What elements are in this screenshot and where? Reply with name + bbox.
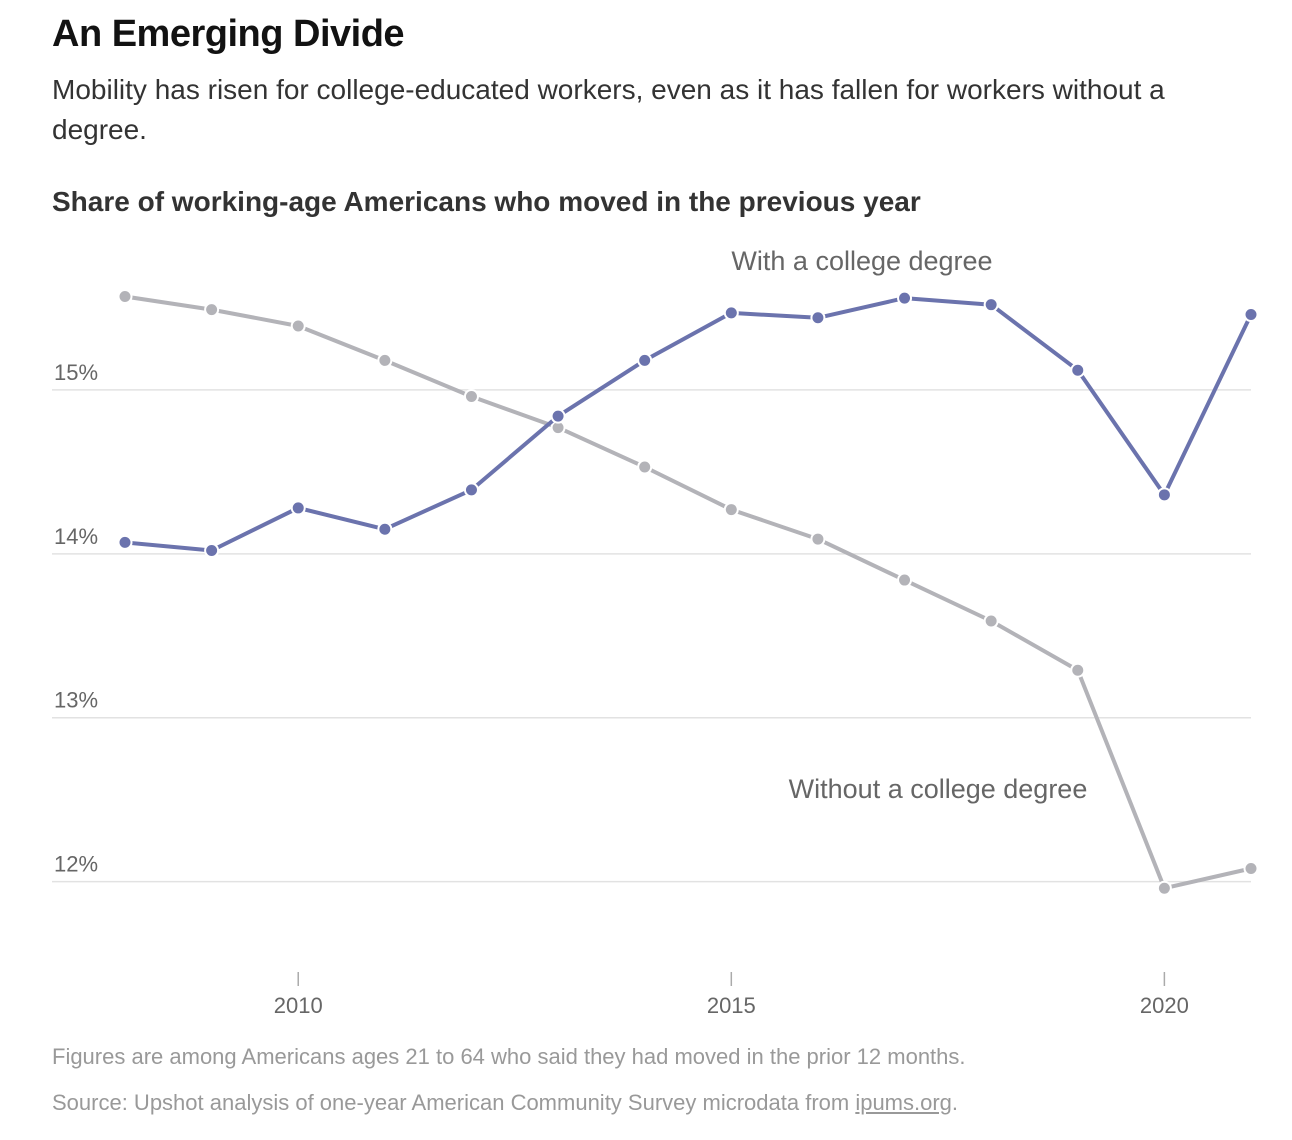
data-point	[463, 482, 479, 498]
data-point	[550, 408, 566, 424]
data-point	[1070, 662, 1086, 678]
data-point	[377, 352, 393, 368]
data-point	[810, 531, 826, 547]
subhead: Mobility has risen for college-educated …	[52, 74, 1165, 145]
data-point	[983, 613, 999, 629]
y-tick-label: 15%	[54, 360, 98, 385]
series-layer	[117, 288, 1259, 896]
data-point	[897, 290, 913, 306]
data-point	[463, 388, 479, 404]
series-with-degree	[117, 290, 1259, 559]
source-link[interactable]: ipums.org	[855, 1090, 952, 1115]
series-label: With a college degree	[731, 246, 992, 276]
headline: An Emerging Divide	[52, 13, 405, 55]
series-line	[123, 296, 1253, 553]
data-point	[117, 288, 133, 304]
data-point	[723, 502, 739, 518]
data-point	[204, 302, 220, 318]
data-point	[1243, 861, 1259, 877]
chart-note: Figures are among Americans ages 21 to 6…	[52, 1044, 966, 1069]
source-suffix: .	[951, 1090, 959, 1115]
y-axis-labels: 12% 13% 14% 15%	[54, 360, 98, 877]
data-point	[117, 534, 133, 550]
y-tick-label: 14%	[54, 524, 98, 549]
data-point	[1156, 487, 1172, 503]
y-tick-label: 12%	[54, 852, 98, 877]
x-tick-label: 2020	[1140, 993, 1189, 1018]
data-point	[290, 500, 306, 516]
series-label: Without a college degree	[789, 774, 1088, 804]
x-axis: 2010 2015 2020	[274, 972, 1189, 1018]
y-tick-label: 13%	[54, 688, 98, 713]
data-point	[897, 572, 913, 588]
series-annotations: With a college degree Without a college d…	[731, 246, 1087, 804]
data-point	[1070, 362, 1086, 378]
data-point	[810, 310, 826, 326]
data-point	[637, 352, 653, 368]
source-text: Source: Upshot analysis of one-year Amer…	[52, 1090, 856, 1115]
data-point	[204, 543, 220, 559]
data-point	[290, 318, 306, 334]
chart-source: Source: Upshot analysis of one-year Amer…	[52, 1088, 958, 1118]
data-point	[637, 459, 653, 475]
chart-title: Share of working-age Americans who moved…	[52, 186, 921, 217]
data-point	[983, 297, 999, 313]
data-point	[723, 305, 739, 321]
x-tick-label: 2010	[274, 993, 323, 1018]
data-point	[1156, 880, 1172, 896]
data-point	[377, 521, 393, 537]
series-without-degree	[117, 288, 1259, 896]
grid-layer	[52, 389, 1251, 883]
data-point	[1243, 307, 1259, 323]
series-line	[123, 294, 1253, 891]
x-tick-label: 2015	[707, 993, 756, 1018]
